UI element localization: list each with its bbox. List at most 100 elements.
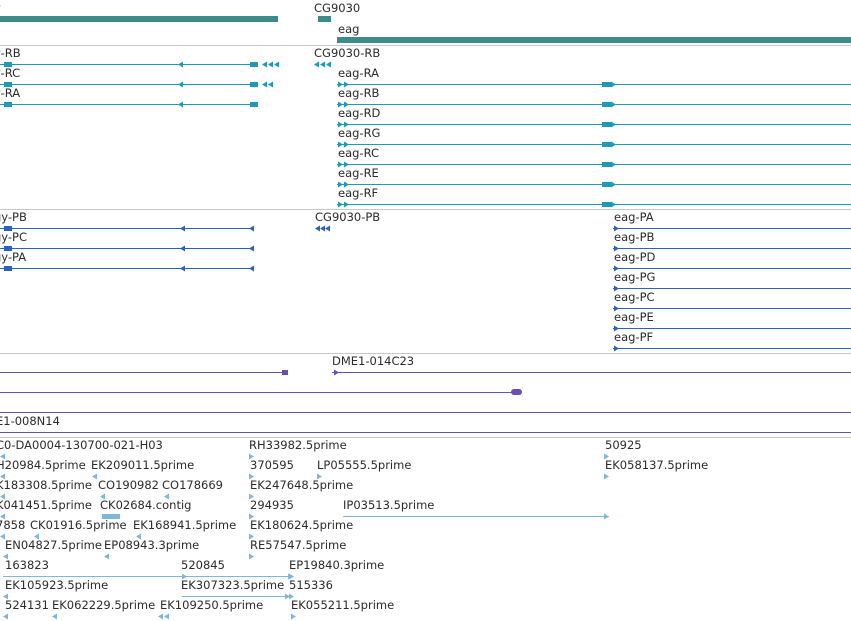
est-label[interactable]: IP03513.5prime (343, 498, 435, 512)
strand-arrow-right[interactable] (285, 593, 290, 600)
strand-arrow-left[interactable] (315, 225, 320, 232)
exon-block[interactable] (602, 122, 611, 127)
strand-arrow-right[interactable] (614, 325, 619, 332)
protein-label-eag-pc[interactable]: eag-PC (614, 290, 655, 304)
strand-arrow-right[interactable] (344, 81, 349, 88)
gene-y-bar[interactable] (0, 16, 278, 22)
gene-cg9030-bar[interactable] (318, 16, 331, 22)
strand-arrow-right[interactable] (614, 225, 619, 232)
protein-label-eag-pg[interactable]: eag-PG (614, 270, 656, 284)
strand-arrow-left[interactable] (262, 61, 267, 68)
est-label[interactable]: CK01916.5prime (30, 518, 127, 532)
strand-arrow-left[interactable] (320, 225, 325, 232)
strand-arrow-left[interactable] (180, 245, 185, 252)
strand-arrow-left[interactable] (178, 61, 183, 68)
strand-arrow-left[interactable] (180, 225, 185, 232)
strand-arrow-left[interactable] (3, 553, 8, 560)
est-label[interactable]: CK02684.contig (100, 498, 192, 512)
strand-arrow-left[interactable] (0, 473, 5, 480)
strand-arrow-left[interactable] (274, 61, 279, 68)
strand-arrow-left[interactable] (325, 225, 330, 232)
est-label[interactable]: 163823 (5, 558, 49, 572)
strand-arrow-left[interactable] (268, 81, 273, 88)
strand-arrow-right[interactable] (611, 201, 616, 208)
clone-label-dme1-008n14[interactable]: E1-008N14 (0, 414, 60, 428)
strand-arrow-left[interactable] (100, 493, 105, 500)
exon-block[interactable] (602, 162, 611, 167)
strand-arrow-left[interactable] (320, 61, 325, 68)
strand-arrow-left[interactable] (250, 101, 255, 108)
strand-arrow-right[interactable] (338, 161, 343, 168)
strand-arrow-right[interactable] (611, 161, 616, 168)
strand-arrow-left[interactable] (104, 553, 109, 560)
est-label[interactable]: 7858 (0, 518, 26, 532)
strand-arrow-left[interactable] (250, 61, 255, 68)
exon-block[interactable] (602, 82, 611, 87)
strand-arrow-right[interactable] (344, 201, 349, 208)
est-label[interactable]: K041451.5prime (0, 498, 92, 512)
strand-arrow-right[interactable] (249, 553, 254, 560)
protein-label-cg9030-pb[interactable]: CG9030-PB (315, 210, 381, 224)
transcript-label-y-ra[interactable]: y-RA (0, 86, 21, 100)
strand-arrow-right[interactable] (604, 513, 609, 520)
strand-arrow-left[interactable] (3, 593, 8, 600)
exon-block[interactable] (102, 514, 120, 519)
strand-arrow-right[interactable] (614, 285, 619, 292)
exon-block[interactable] (602, 182, 611, 187)
strand-arrow-left[interactable] (34, 533, 39, 540)
strand-arrow-right[interactable] (614, 345, 619, 352)
strand-arrow-right[interactable] (291, 613, 296, 620)
strand-arrow-left[interactable] (0, 513, 5, 520)
strand-arrow-left[interactable] (136, 533, 141, 540)
protein-label-y-pc[interactable]: gy-PC (0, 230, 28, 244)
est-label[interactable]: EK180624.5prime (250, 518, 354, 532)
est-label[interactable]: 294935 (250, 498, 294, 512)
strand-arrow-left[interactable] (164, 613, 169, 620)
strand-arrow-right[interactable] (317, 473, 322, 480)
est-label[interactable]: EK105923.5prime (5, 578, 109, 592)
gene-label-eag[interactable]: eag (338, 22, 360, 36)
strand-arrow-right[interactable] (249, 533, 254, 540)
protein-label-eag-pa[interactable]: eag-PA (614, 210, 654, 224)
exon-block[interactable] (602, 202, 611, 207)
exon-block[interactable] (602, 102, 611, 107)
est-label[interactable]: EK109250.5prime (160, 598, 264, 612)
exon-block[interactable] (4, 62, 12, 67)
est-label[interactable]: C0-DA0004-130700-021-H03 (0, 438, 163, 452)
strand-arrow-right[interactable] (289, 593, 294, 600)
strand-arrow-right[interactable] (338, 101, 343, 108)
est-label[interactable]: EK307323.5prime (181, 578, 285, 592)
strand-arrow-left[interactable] (52, 613, 57, 620)
strand-arrow-right[interactable] (338, 201, 343, 208)
strand-arrow-left[interactable] (249, 225, 254, 232)
exon-block[interactable] (4, 226, 12, 231)
strand-arrow-left[interactable] (249, 265, 254, 272)
strand-arrow-right[interactable] (344, 181, 349, 188)
strand-arrow-right[interactable] (338, 181, 343, 188)
est-label[interactable]: LP05555.5prime (317, 458, 412, 472)
est-label[interactable]: H20984.5prime (0, 458, 86, 472)
est-label[interactable]: EP08943.3prime (104, 538, 200, 552)
strand-arrow-left[interactable] (314, 61, 319, 68)
strand-arrow-left[interactable] (249, 245, 254, 252)
transcript-label-y-rb[interactable]: y-RB (0, 46, 21, 60)
transcript-label-eag-ra[interactable]: eag-RA (338, 66, 379, 80)
strand-arrow-left[interactable] (158, 613, 163, 620)
protein-label-y-pb[interactable]: gy-PB (0, 210, 27, 224)
transcript-label-eag-rb[interactable]: eag-RB (338, 86, 380, 100)
strand-arrow-right[interactable] (604, 453, 609, 460)
est-label[interactable]: 50925 (605, 438, 642, 452)
exon-block[interactable] (4, 266, 12, 271)
est-label[interactable]: CO190982 (98, 478, 159, 492)
protein-label-eag-pf[interactable]: eag-PF (614, 330, 654, 344)
strand-arrow-right[interactable] (604, 473, 609, 480)
protein-label-eag-pd[interactable]: eag-PD (614, 250, 656, 264)
est-label[interactable]: EK209011.5prime (91, 458, 195, 472)
strand-arrow-left[interactable] (164, 493, 169, 500)
strand-arrow-left[interactable] (180, 265, 185, 272)
strand-arrow-right[interactable] (614, 245, 619, 252)
strand-arrow-right[interactable] (611, 181, 616, 188)
est-label[interactable]: 370595 (250, 458, 294, 472)
est-label[interactable]: RH33982.5prime (249, 438, 347, 452)
transcript-label-eag-rd[interactable]: eag-RD (338, 106, 381, 120)
